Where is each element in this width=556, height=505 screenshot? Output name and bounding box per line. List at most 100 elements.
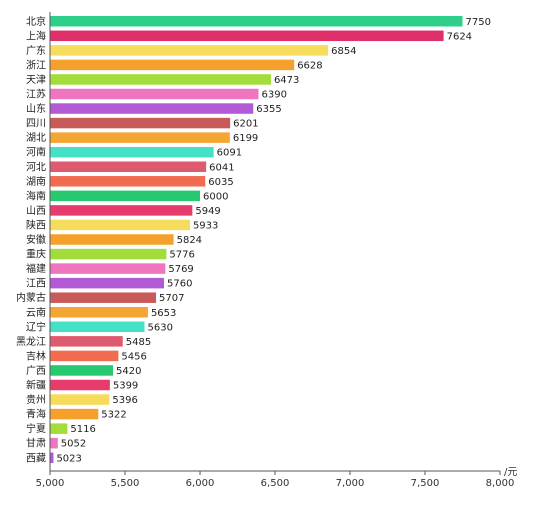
category-label: 新疆 xyxy=(26,379,46,392)
bar xyxy=(50,248,167,260)
value-label: 7750 xyxy=(466,17,491,28)
value-label: 5396 xyxy=(112,395,137,406)
category-label: 内蒙古 xyxy=(16,291,46,304)
category-label: 重庆 xyxy=(26,248,46,261)
x-tick-label: 5,000 xyxy=(36,478,65,489)
bar xyxy=(50,234,174,245)
value-label: 5023 xyxy=(56,453,81,464)
bar xyxy=(50,117,231,129)
category-label: 宁夏 xyxy=(26,422,46,435)
category-label: 浙江 xyxy=(26,59,46,71)
value-label: 6473 xyxy=(274,75,299,86)
bar xyxy=(50,365,113,376)
bar xyxy=(50,408,99,420)
value-label: 5052 xyxy=(61,439,86,450)
value-label: 5769 xyxy=(168,264,193,275)
bar xyxy=(50,423,68,434)
bar xyxy=(50,103,254,114)
value-label: 5630 xyxy=(148,322,173,333)
bar xyxy=(50,379,110,391)
bar xyxy=(50,263,166,274)
value-labels: 7750 7624 6854 6628 6473 6390 6355 6201 6199 6091… xyxy=(56,17,491,465)
x-tick-label: 8,000 xyxy=(486,478,515,489)
x-tick-label: 6,000 xyxy=(186,478,215,489)
category-label: 广西 xyxy=(26,365,46,377)
value-label: 5399 xyxy=(113,381,138,392)
bar xyxy=(50,190,200,202)
value-label: 6041 xyxy=(209,162,234,173)
category-label: 上海 xyxy=(26,29,46,42)
bar xyxy=(50,146,214,158)
bar xyxy=(50,132,230,143)
category-label: 山西 xyxy=(26,205,46,217)
category-label: 福建 xyxy=(26,262,46,275)
bar xyxy=(50,452,54,463)
bar xyxy=(50,350,119,362)
category-label: 云南 xyxy=(26,306,46,319)
value-label: 5949 xyxy=(195,206,220,217)
category-label: 黑龙江 xyxy=(16,335,46,348)
category-labels: 北京上海广东浙江天津江苏山东四川湖北河南河北湖南海南山西陕西安徽重庆福建江西内蒙… xyxy=(16,15,46,465)
bar xyxy=(50,45,329,56)
value-label: 5653 xyxy=(151,308,176,319)
category-label: 西藏 xyxy=(26,452,46,464)
category-label: 安徽 xyxy=(26,233,46,246)
category-label: 湖北 xyxy=(26,132,46,144)
category-label: 河北 xyxy=(26,161,46,173)
value-label: 6199 xyxy=(233,133,258,144)
value-label: 5707 xyxy=(159,293,184,304)
value-label: 6000 xyxy=(203,191,228,202)
category-label: 山东 xyxy=(26,102,46,115)
category-label: 河南 xyxy=(26,146,46,159)
bar xyxy=(50,321,145,333)
value-label: 7624 xyxy=(447,31,472,42)
bar xyxy=(50,161,207,172)
bar xyxy=(50,74,271,85)
category-label: 陕西 xyxy=(26,218,46,231)
value-label: 5420 xyxy=(116,366,141,377)
bar xyxy=(50,336,123,347)
x-axis-unit-label: /元 xyxy=(504,467,517,478)
value-label: 5116 xyxy=(70,424,95,435)
bar xyxy=(50,394,110,405)
value-label: 5760 xyxy=(167,279,192,290)
bar xyxy=(50,30,444,42)
value-label: 5933 xyxy=(193,220,218,231)
category-label: 吉林 xyxy=(26,349,46,362)
bar xyxy=(50,16,463,27)
bar xyxy=(50,176,206,187)
value-label: 5322 xyxy=(101,410,126,421)
bar xyxy=(50,205,193,216)
value-label: 5485 xyxy=(126,337,151,348)
value-label: 5456 xyxy=(121,351,146,362)
value-label: 6201 xyxy=(233,119,258,130)
value-label: 6091 xyxy=(217,148,242,159)
x-axis-ticks: 5,000 5,500 6,000 6,500 7,000 7,500 8,000 xyxy=(36,471,515,489)
bar xyxy=(50,437,58,449)
category-label: 广东 xyxy=(26,44,46,57)
x-tick-label: 7,000 xyxy=(336,478,365,489)
category-label: 四川 xyxy=(26,119,46,130)
value-label: 6035 xyxy=(208,177,233,188)
bar xyxy=(50,59,295,71)
bar xyxy=(50,277,164,289)
category-label: 天津 xyxy=(26,74,46,86)
bar xyxy=(50,219,190,231)
category-label: 贵州 xyxy=(26,393,46,406)
value-label: 6390 xyxy=(262,90,287,101)
x-tick-label: 6,500 xyxy=(261,478,290,489)
x-tick-label: 7,500 xyxy=(411,478,440,489)
value-label: 5824 xyxy=(177,235,202,246)
value-label: 6854 xyxy=(331,46,356,57)
x-tick-label: 5,500 xyxy=(111,478,140,489)
value-label: 5776 xyxy=(169,250,194,261)
category-label: 江苏 xyxy=(26,88,46,101)
category-label: 江西 xyxy=(26,278,46,290)
category-label: 湖南 xyxy=(26,175,46,188)
bar xyxy=(50,88,259,100)
category-label: 辽宁 xyxy=(26,320,46,333)
bars-group xyxy=(50,16,463,463)
category-label: 青海 xyxy=(26,408,46,421)
bar xyxy=(50,307,148,318)
